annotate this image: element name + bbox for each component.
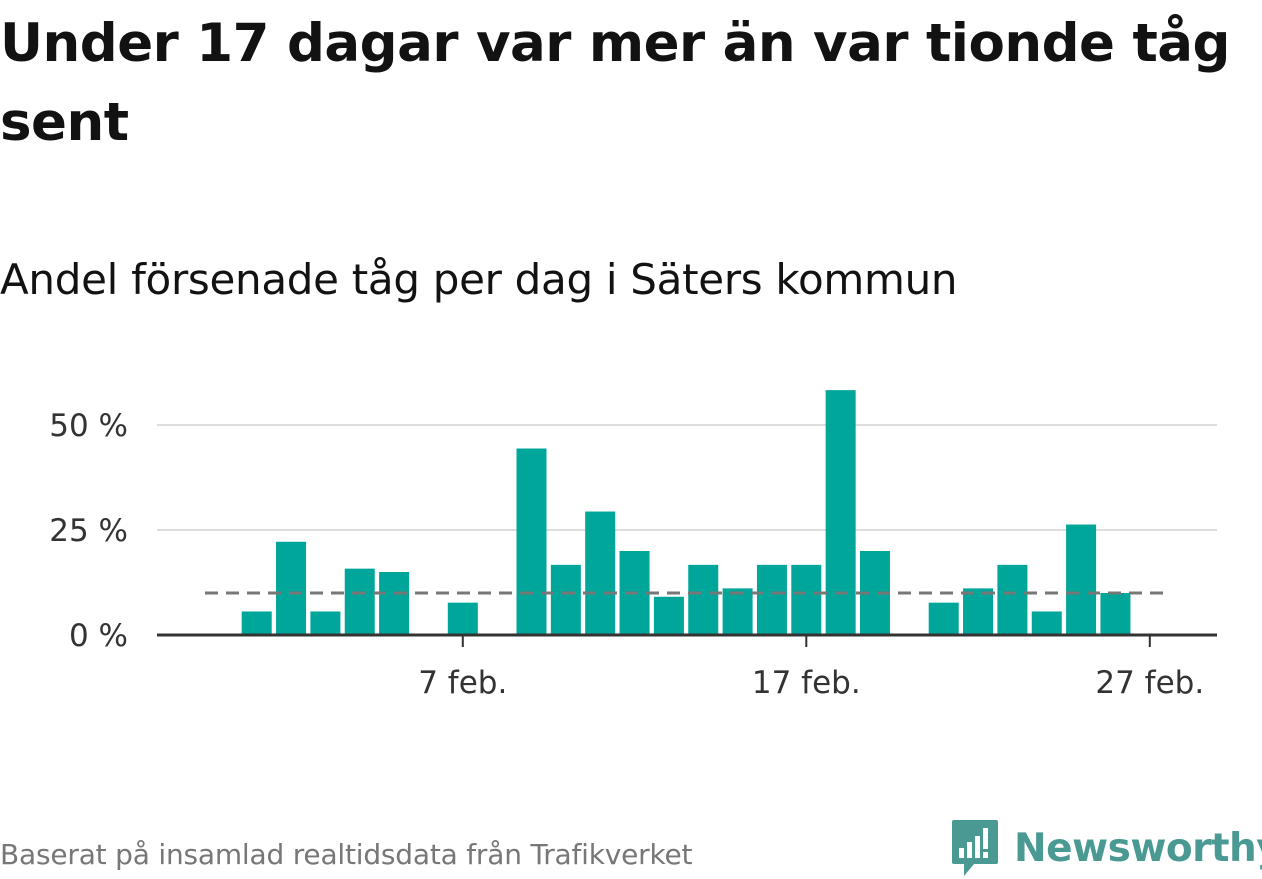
bar [447,602,478,635]
bar [722,588,753,635]
bar [963,588,994,635]
bar [928,602,959,635]
x-tick-label: 7 feb. [418,665,507,701]
newsworthy-logo: Newsworthy [950,818,1262,878]
y-tick-label: 0 % [69,618,128,654]
bar [276,541,307,635]
x-axis: 7 feb. 17 feb. 27 feb. [157,633,1217,701]
bar [516,448,547,635]
bar [379,572,410,635]
y-axis-labels: 0 % 25 % 50 % [49,408,128,654]
bar [997,564,1028,635]
x-tick-label: 27 feb. [1095,665,1204,701]
bar [241,611,272,635]
bar [791,564,822,635]
bar-chart: 7 feb. 17 feb. 27 feb. 0 % 25 % 50 % [49,390,1217,701]
bar [310,611,341,635]
bar [1100,593,1131,635]
bar [550,564,581,635]
chart-subtitle: Andel försenade tåg per dag i Säters kom… [0,255,958,304]
logo-text: Newsworthy [1014,825,1262,871]
bars [241,390,1131,635]
x-tick-label: 17 feb. [752,665,861,701]
source-note: Baserat på insamlad realtidsdata från Tr… [0,838,693,871]
grid-lines [157,424,1217,531]
bar-chart-speech-bubble-icon [952,820,998,876]
y-tick-label: 50 % [49,408,128,444]
bar [344,568,375,635]
bar [756,564,787,635]
bar [653,596,684,635]
y-tick-label: 25 % [49,513,128,549]
bar [1066,524,1097,635]
bar [688,564,719,635]
bar [1031,611,1062,635]
chart-title: Under 17 dagar var mer än var tionde tåg… [0,13,1230,153]
bar [585,511,616,635]
bar [825,390,856,635]
